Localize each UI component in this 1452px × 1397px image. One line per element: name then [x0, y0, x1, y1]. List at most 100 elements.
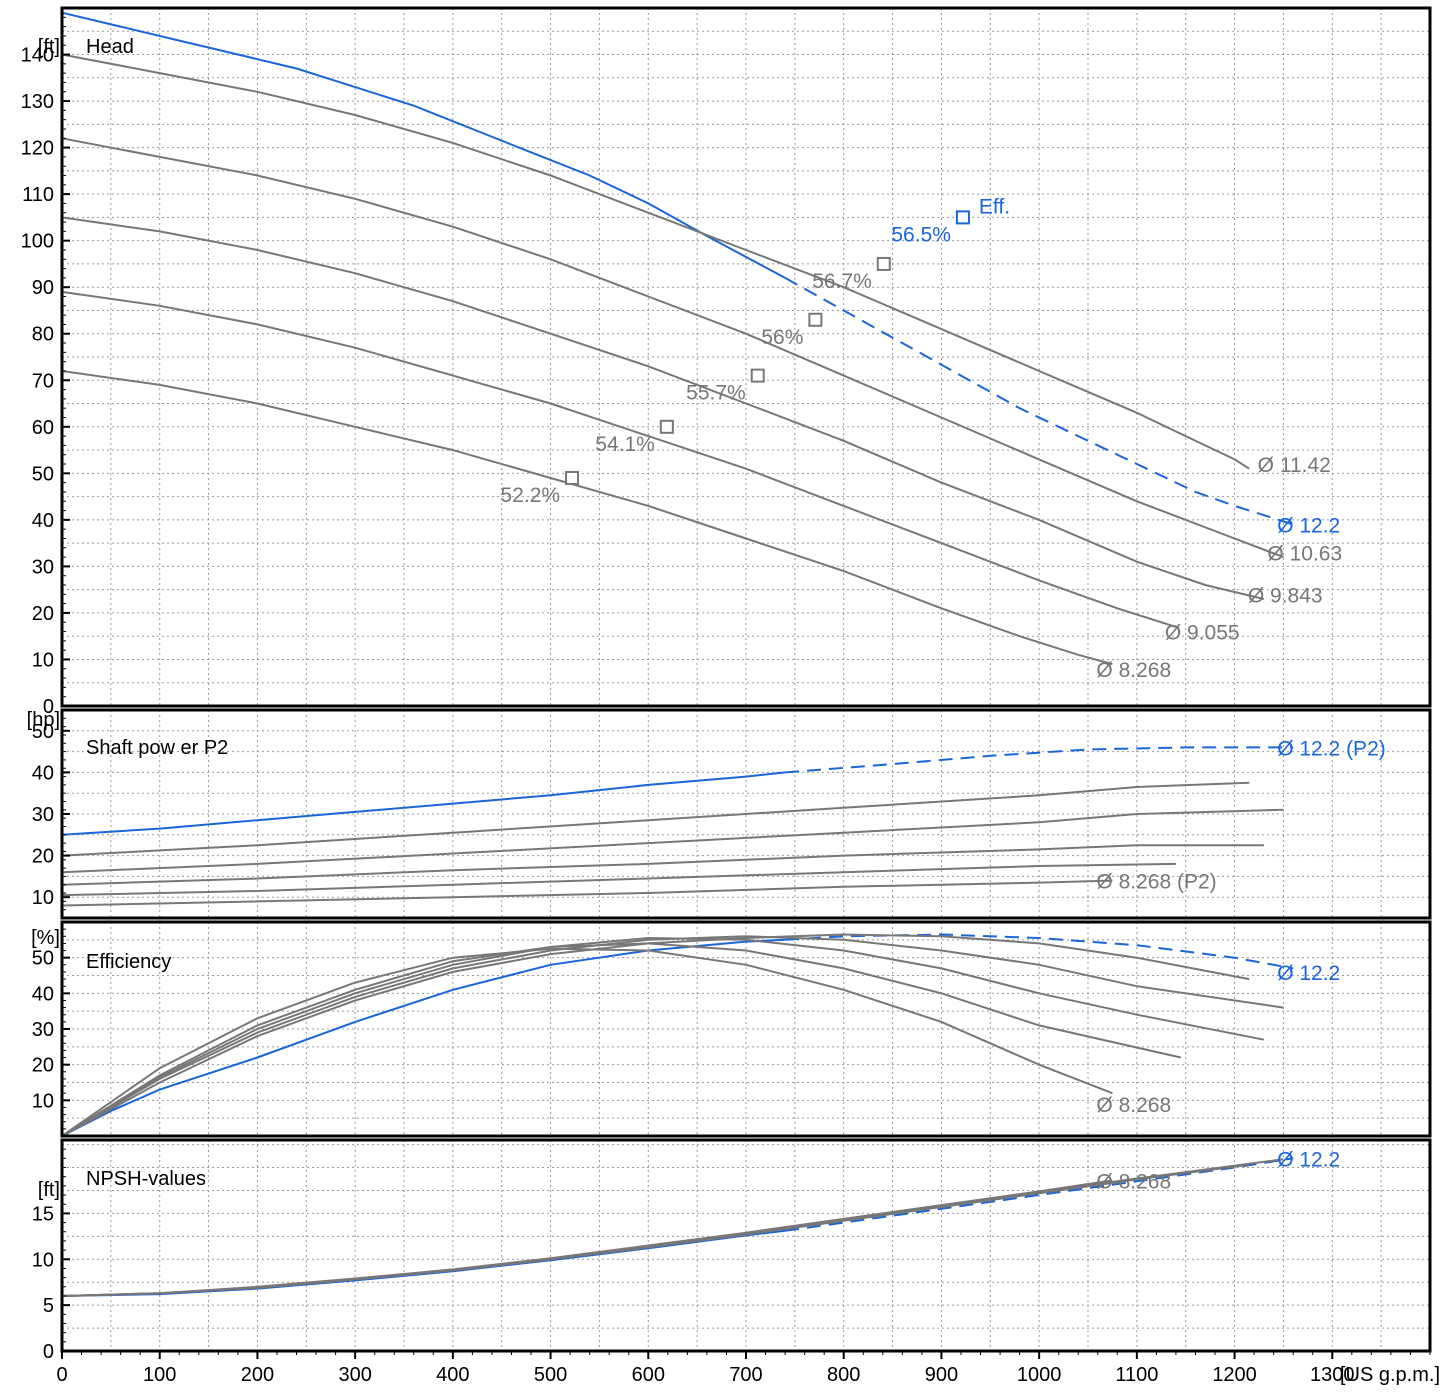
bep-label: 55.7% [686, 382, 746, 405]
y-tick-label: 30 [32, 804, 54, 826]
y-tick-label: 0 [43, 696, 54, 718]
panel-title: Shaft pow er P2 [86, 737, 228, 759]
curve-efficiency-4 [61, 942, 1182, 1137]
curve-end-label: Ø 8.268 (P2) [1096, 871, 1216, 894]
panel-frame-efficiency [60, 920, 1432, 1138]
curve-dashed-power-0 [785, 746, 1294, 774]
y-tick-label: 140 [21, 45, 54, 67]
x-tick-label: 0 [56, 1364, 67, 1386]
x-tick-label: 500 [534, 1364, 567, 1386]
x-tick-label: 100 [143, 1364, 176, 1386]
curve-end-label: Ø 8.268 [1096, 1170, 1171, 1193]
x-tick-label: 1200 [1212, 1364, 1257, 1386]
curve-npsh-0 [61, 1229, 786, 1297]
x-tick-label: 300 [338, 1364, 371, 1386]
curve-end-label: Ø 10.63 [1267, 542, 1342, 565]
bep-label: 56.5% [891, 223, 951, 246]
curve-dashed-efficiency-0 [785, 933, 1294, 970]
curve-power-0 [61, 771, 786, 836]
bep-label: 56.7% [812, 270, 872, 293]
y-tick-label: 120 [21, 138, 54, 160]
x-tick-label: 900 [925, 1364, 958, 1386]
curve-npsh-1 [61, 1163, 1250, 1297]
bep-marker [750, 368, 765, 383]
curve-head-0 [61, 11, 786, 279]
y-tick-label: 50 [32, 721, 54, 743]
bep-marker [659, 419, 674, 434]
panel-title: Head [86, 36, 134, 58]
curve-head-3 [61, 216, 1265, 600]
y-tick-label: 40 [32, 762, 54, 784]
x-tick-label: 1300 [1310, 1364, 1355, 1386]
panel-title: Efficiency [86, 951, 171, 973]
bep-marker [565, 470, 580, 485]
curve-head-5 [61, 370, 1113, 666]
curve-end-label: Ø 8.268 [1096, 659, 1171, 682]
curve-power-2 [61, 808, 1284, 874]
y-tick-label: 15 [32, 1203, 54, 1225]
curve-power-4 [61, 862, 1176, 897]
y-tick-label: 0 [43, 1341, 54, 1363]
y-unit-label: [%] [31, 927, 60, 949]
curve-end-label: Ø 9.843 [1248, 584, 1323, 607]
curve-npsh-3 [61, 1179, 1113, 1297]
x-tick-label: 1100 [1115, 1364, 1158, 1386]
y-tick-label: 80 [32, 324, 54, 346]
y-tick-label: 130 [21, 91, 54, 113]
bep-label: 52.2% [501, 484, 561, 507]
y-tick-label: 5 [43, 1295, 54, 1317]
bep-marker [808, 312, 823, 327]
x-tick-label: 700 [729, 1364, 762, 1386]
curve-head-1 [61, 53, 1250, 470]
y-unit-label: [ft] [38, 36, 60, 58]
curves-layer [61, 11, 1294, 1297]
curve-end-label: Ø 8.268 [1096, 1094, 1171, 1117]
curve-efficiency-3 [61, 936, 1265, 1137]
panel-frame-head [60, 6, 1432, 708]
y-tick-label: 20 [32, 603, 54, 625]
x-tick-label: 600 [632, 1364, 665, 1386]
eff-annotation: Eff. [979, 195, 1010, 218]
curve-end-label: Ø 12.2 [1277, 962, 1340, 985]
frame-layer [60, 6, 1432, 1359]
y-tick-label: 40 [32, 983, 54, 1005]
bep-marker [955, 210, 970, 225]
y-tick-label: 30 [32, 556, 54, 578]
panel-frame-power [60, 708, 1432, 920]
curve-head-4 [61, 290, 1177, 628]
curve-dashed-head-0 [784, 277, 1294, 526]
y-tick-label: 20 [32, 1055, 54, 1077]
y-tick-label: 110 [22, 184, 54, 206]
y-tick-label: 50 [32, 948, 54, 970]
y-tick-label: 30 [32, 1019, 54, 1041]
y-tick-label: 50 [32, 463, 54, 485]
bep-label: 56% [761, 326, 803, 349]
y-tick-label: 70 [32, 370, 54, 392]
curve-power-5 [61, 879, 1113, 907]
curve-efficiency-2 [61, 935, 1284, 1137]
curve-power-3 [61, 844, 1264, 886]
curve-head-2 [61, 137, 1284, 559]
bep-marker [876, 256, 891, 271]
y-tick-label: 90 [32, 277, 54, 299]
bep-label: 54.1% [595, 433, 655, 456]
y-tick-label: 40 [32, 510, 54, 532]
curve-end-label: Ø 12.2 (P2) [1277, 737, 1386, 760]
x-tick-label: 1000 [1017, 1364, 1062, 1386]
panel-title: NPSH-values [86, 1168, 206, 1190]
curve-end-label: Ø 11.42 [1258, 454, 1331, 477]
grid-layer [62, 8, 1430, 1351]
curve-end-label: Ø 12.2 [1277, 1148, 1340, 1171]
y-tick-label: 10 [32, 649, 54, 671]
curve-end-label: Ø 12.2 [1277, 515, 1340, 538]
y-tick-label: 10 [32, 887, 54, 909]
curve-power-1 [61, 781, 1250, 857]
y-tick-label: 10 [32, 1090, 54, 1112]
x-tick-label: 800 [827, 1364, 860, 1386]
y-unit-label: [ft] [38, 1179, 60, 1201]
curve-end-label: Ø 9.055 [1165, 622, 1240, 645]
y-tick-label: 100 [21, 231, 54, 253]
y-tick-label: 10 [32, 1249, 54, 1271]
